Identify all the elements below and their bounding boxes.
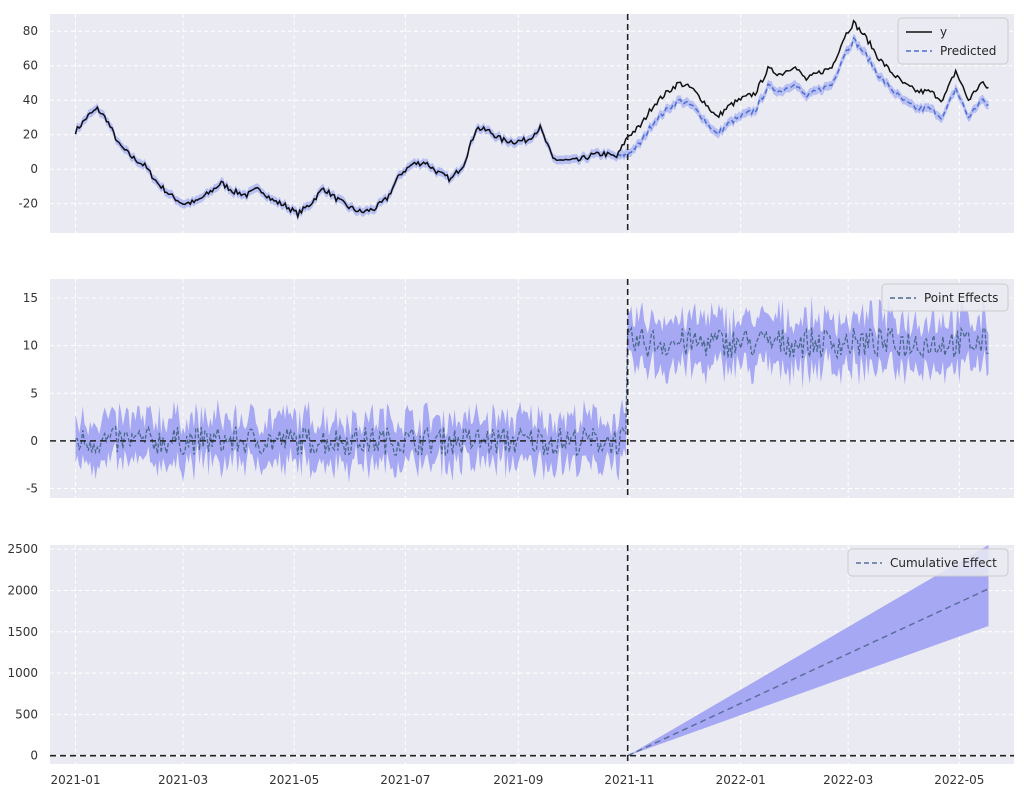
series-cumulative-effect-line xyxy=(627,588,989,757)
y-tick-label: 0 xyxy=(30,434,38,448)
legend-box xyxy=(881,283,1009,312)
cumulative-effect-band xyxy=(627,545,989,756)
legend-label-point-effects: Point Effects xyxy=(924,291,998,305)
y-tick-label: 15 xyxy=(23,291,38,305)
y-tick-label: 5 xyxy=(30,386,38,400)
cumulative-legend: Cumulative Effect xyxy=(847,548,1009,577)
series-y-line xyxy=(74,19,989,220)
y-tick-label: 10 xyxy=(23,339,38,353)
y-tick-label: 60 xyxy=(23,59,38,73)
x-tick-label: 2022-03 xyxy=(823,773,873,787)
original-panel: -20 0 20 40 60 80 y Predicted xyxy=(18,14,1014,233)
legend-box xyxy=(897,17,1009,65)
series-point-effects-line xyxy=(75,326,989,457)
y-tick-label: 20 xyxy=(23,128,38,142)
y-tick-label: 500 xyxy=(15,707,38,721)
y-tick-label: 40 xyxy=(23,93,38,107)
pointwise-effect-line xyxy=(75,326,989,457)
y-tick-label: -5 xyxy=(26,481,38,495)
pointwise-legend: Point Effects xyxy=(881,283,1009,312)
x-tick-label: 2022-01 xyxy=(716,773,766,787)
point-effects-band xyxy=(75,296,989,483)
cumulative-y-tick-labels: 0 500 1000 1500 2000 2500 xyxy=(7,542,38,763)
pointwise-panel: -5 0 5 10 15 Point Effects xyxy=(23,279,1014,498)
x-tick-label: 2021-09 xyxy=(493,773,543,787)
pointwise-effect-band xyxy=(75,296,989,483)
x-tick-label: 2021-11 xyxy=(604,773,654,787)
legend-label-cumulative-effect: Cumulative Effect xyxy=(890,556,997,570)
cumulative-panel: 0 500 1000 1500 2000 2500 Cumulative Effect xyxy=(7,542,1014,764)
intervention-line-pointwise xyxy=(50,279,1014,498)
x-tick-label: 2021-03 xyxy=(158,773,208,787)
original-legend: y Predicted xyxy=(897,17,1009,65)
intervention-line-cumulative xyxy=(50,545,1014,764)
cumulative-effect-line xyxy=(627,588,989,757)
x-tick-label: 2021-07 xyxy=(380,773,430,787)
legend-box xyxy=(847,548,1009,577)
original-series-lines xyxy=(74,19,989,220)
x-tick-label: 2021-05 xyxy=(269,773,319,787)
original-y-tick-labels: -20 0 20 40 60 80 xyxy=(18,24,38,210)
y-tick-label: 1500 xyxy=(7,625,38,639)
y-tick-label: 0 xyxy=(30,749,38,763)
y-tick-label: 2000 xyxy=(7,583,38,597)
x-tick-label: 2021-01 xyxy=(50,773,100,787)
legend-label-y: y xyxy=(940,25,947,39)
x-tick-label: 2022-05 xyxy=(934,773,984,787)
y-tick-label: -20 xyxy=(18,197,38,211)
x-axis-tick-labels: 2021-01 2021-03 2021-05 2021-07 2021-09 2021-… xyxy=(50,773,984,787)
legend-label-predicted: Predicted xyxy=(940,44,996,58)
y-tick-label: 0 xyxy=(30,162,38,176)
y-tick-label: 1000 xyxy=(7,666,38,680)
pointwise-y-tick-labels: -5 0 5 10 15 xyxy=(23,291,38,495)
y-tick-label: 2500 xyxy=(7,542,38,556)
y-tick-label: 80 xyxy=(23,24,38,38)
original-panel-bg xyxy=(50,14,1014,233)
cumulative-effect-band xyxy=(627,545,989,756)
